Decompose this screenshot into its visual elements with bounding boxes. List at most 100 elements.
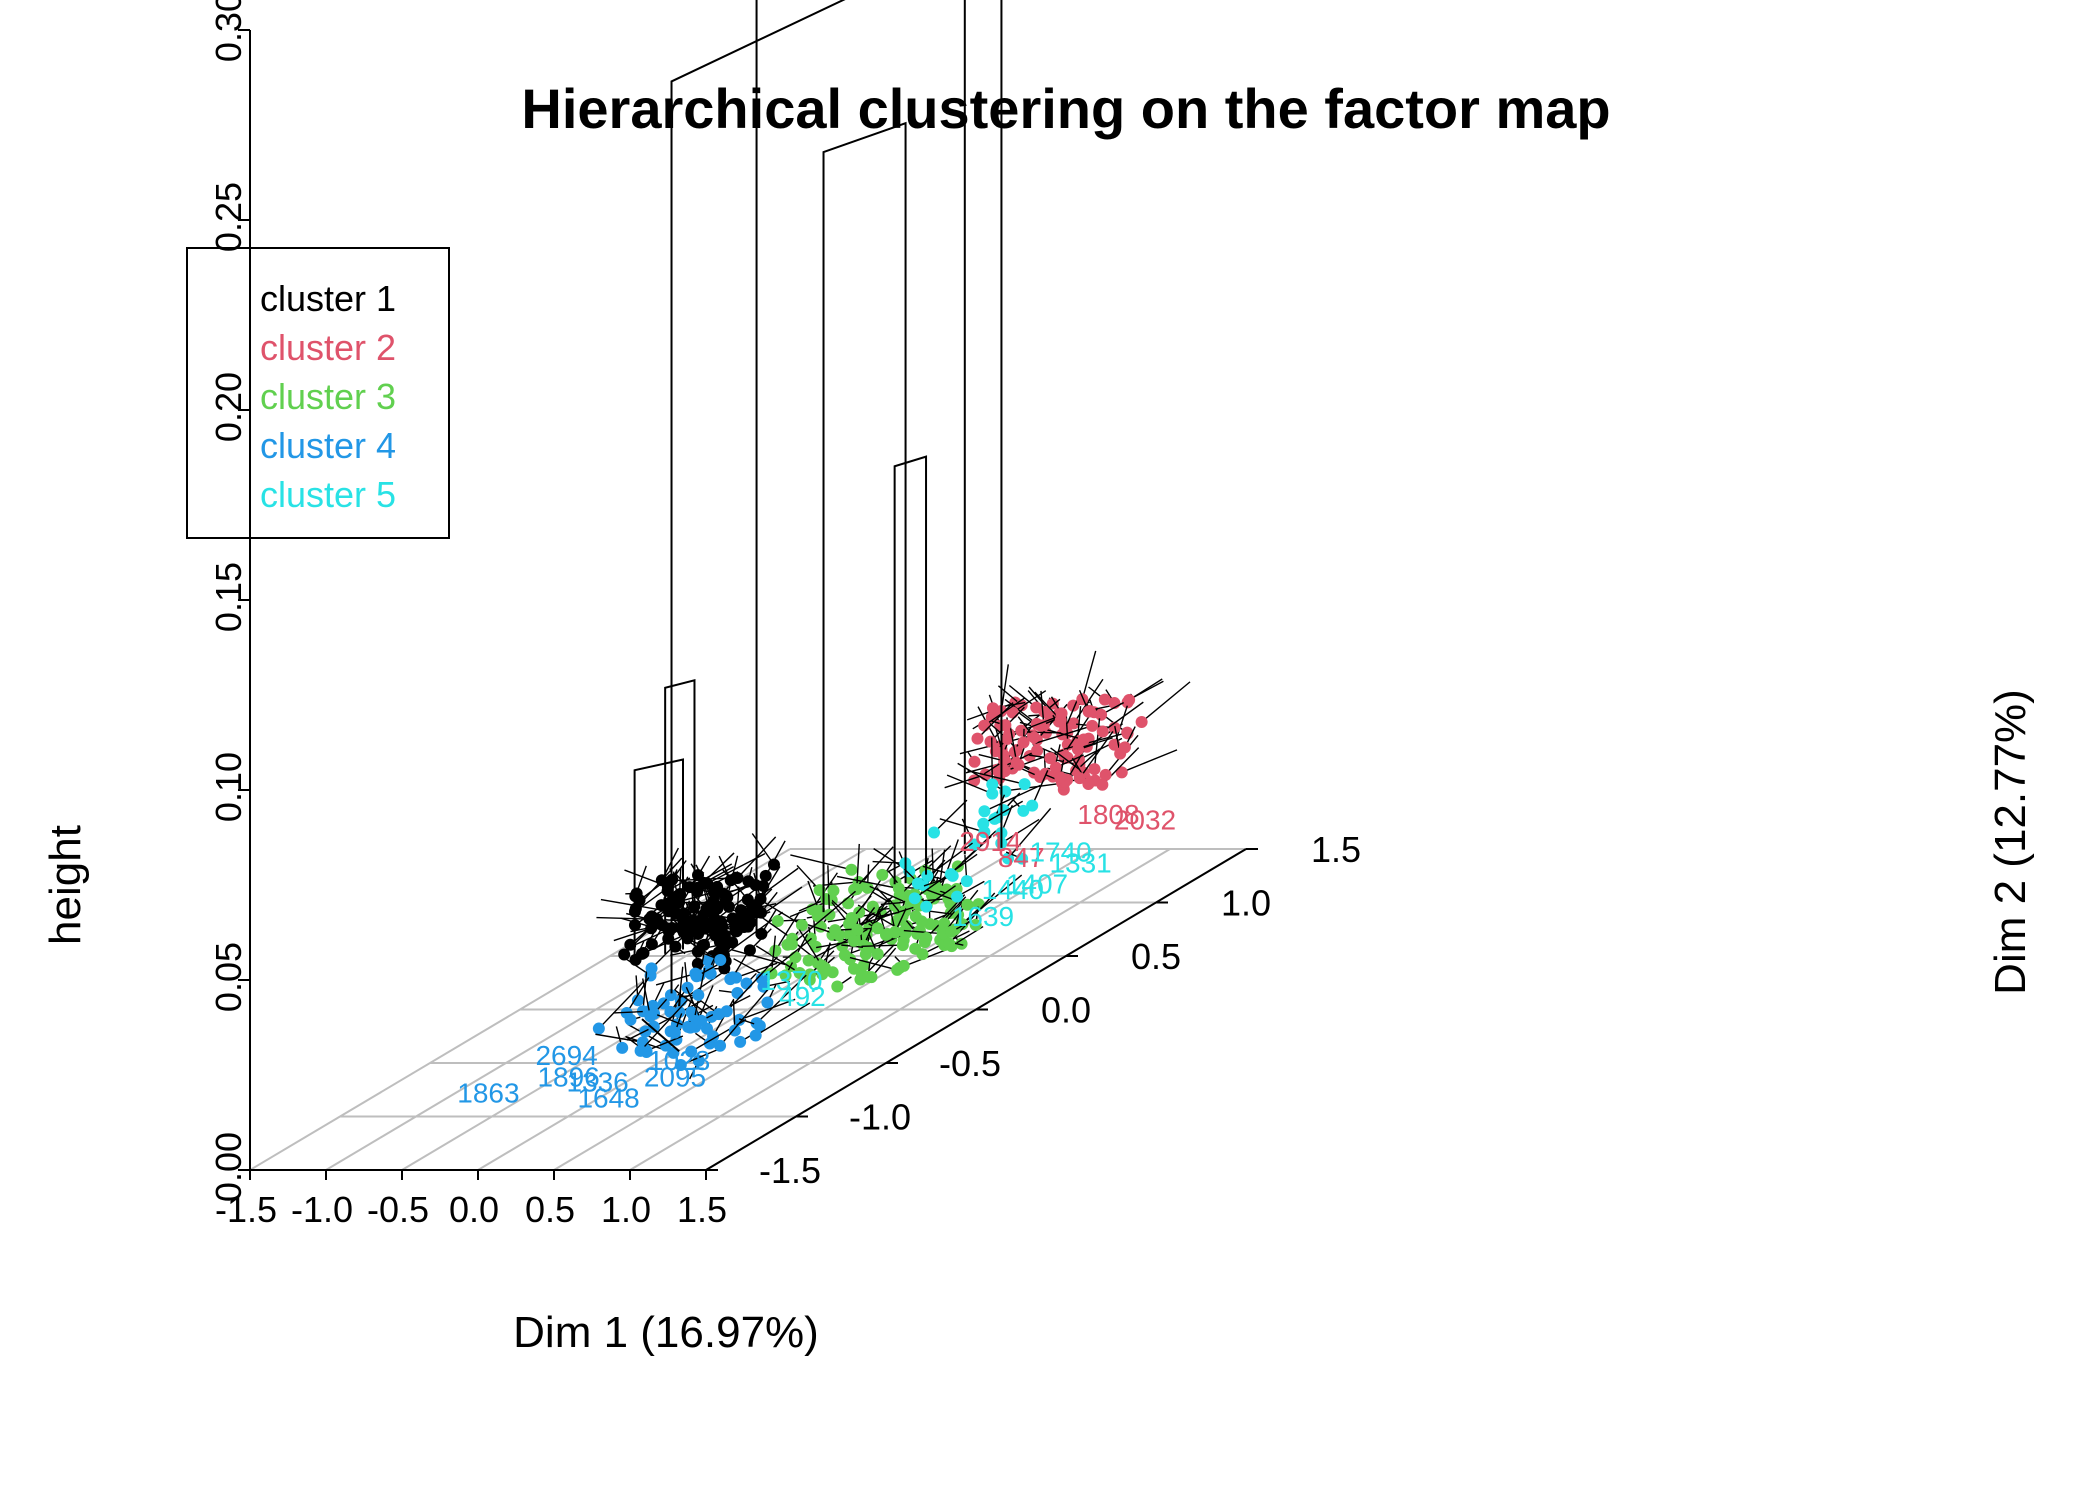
branch-segment [1093,718,1101,770]
data-point [793,966,806,979]
data-point [761,996,774,1009]
data-point [709,914,722,927]
data-point [1135,715,1148,728]
data-point [1017,736,1030,749]
z-tick-label: 0.00 [208,1132,249,1202]
branch-segment [739,998,796,1021]
branch-segment [755,945,801,974]
data-point [1082,705,1095,718]
data-point [846,912,859,925]
branch-segment [675,855,711,914]
branch-segment [726,956,778,1012]
series-cluster-2 [944,650,1191,796]
data-point [978,825,991,838]
data-point [731,986,744,999]
branch-segment [770,935,777,974]
branch-segment [642,978,651,1017]
data-point [871,948,884,961]
data-point [1088,763,1101,776]
z-tick-label: 0.20 [208,372,249,442]
data-point [1038,705,1051,718]
data-point [1096,725,1109,738]
data-point [951,890,964,903]
point-label: 1863 [457,1077,519,1108]
branch-segment [735,962,778,979]
data-point [709,929,722,942]
x-tick-label: 0.5 [525,1189,575,1230]
data-point [1123,693,1136,706]
branch-segment [651,931,689,969]
data-point [681,981,694,994]
branch-segment [924,888,968,906]
chart-title: Hierarchical clustering on the factor ma… [521,77,1610,140]
branch-segment [1128,678,1163,701]
data-point [1067,717,1080,730]
data-point [668,1026,681,1039]
branch-segment [790,854,852,871]
branch-segment [765,840,786,877]
data-point [862,941,875,954]
data-point [1016,852,1029,865]
data-point [744,916,757,929]
data-point [685,1045,698,1058]
branch-segment [640,999,688,1052]
branch-segment [620,954,651,977]
data-point [1049,761,1062,774]
data-point [1082,778,1095,791]
y-tick-label: 0.5 [1131,936,1181,977]
branch-segment [1141,681,1191,723]
branch-segment [925,896,967,939]
z-axis-label: height [41,825,90,945]
data-point [618,948,631,961]
legend: cluster 1 cluster 2 cluster 3 cluster 4 clus… [186,247,450,539]
branch-segment [761,937,813,980]
data-point [753,1019,766,1032]
data-point [592,1022,605,1035]
data-point [740,977,753,990]
data-point [1031,744,1044,757]
data-point [1002,852,1015,865]
point-label: 1740 [1029,837,1091,868]
data-point [815,959,828,972]
data-point [1018,778,1031,791]
branch-segment [961,874,1023,925]
data-point [712,1008,725,1021]
branch-segment [595,1033,644,1043]
data-point [711,902,724,915]
legend-entry: cluster 4 [260,425,396,466]
data-point [674,1059,687,1072]
x-tick-label: -1.0 [291,1189,353,1230]
branch-segment [646,1035,684,1052]
data-point [978,805,991,818]
data-point [795,919,808,932]
data-point [714,953,727,966]
branch-segment [982,800,1024,825]
branch-segment [708,934,727,971]
branch-segment [634,876,702,926]
data-point [644,1010,657,1023]
data-point [945,925,958,938]
data-point [1012,758,1025,771]
data-point [1028,731,1041,744]
data-point [631,994,644,1007]
y-tick-label: 1.0 [1221,883,1271,924]
branch-segment [1121,749,1178,773]
branch-segment [984,784,1041,812]
branch-segment [1000,664,1009,712]
point-label: 1336 [566,1067,628,1098]
data-point [692,1054,705,1067]
point-label: 2914 [959,826,1021,857]
y-tick-label: 0.0 [1041,990,1091,1031]
data-point [647,1020,660,1033]
data-point [986,778,999,791]
data-point [664,989,677,1002]
data-point [769,944,782,957]
data-point [881,927,894,940]
data-point [765,967,778,980]
legend-entry: cluster 1 [260,278,396,319]
merge-5 [633,758,684,961]
data-point [978,719,991,732]
branch-segment [634,888,666,913]
branch-segment [695,864,714,902]
z-tick-label: 0.30 [208,0,249,62]
